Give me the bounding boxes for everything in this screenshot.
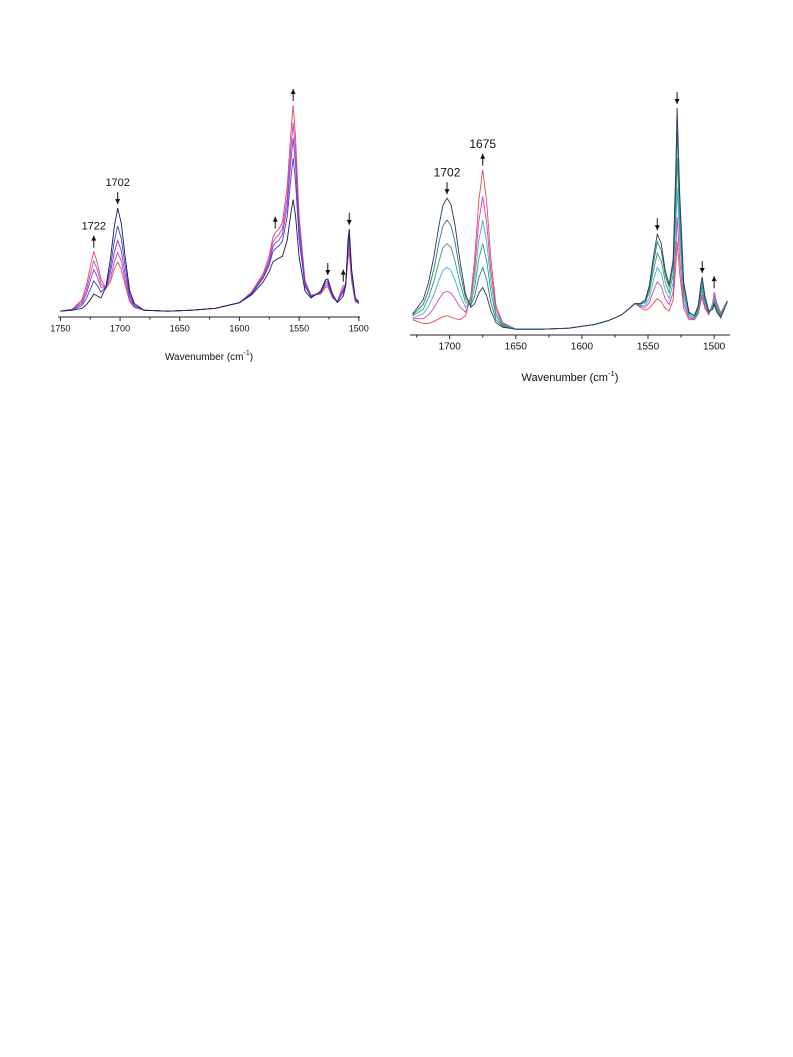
spectrum-line xyxy=(60,122,360,312)
chart-panel: 1750 1700 1650 1600 1550 1500 Wavenumber (cm-1… xyxy=(50,89,369,363)
peak-label: 1702 xyxy=(105,177,129,189)
arrow-head xyxy=(272,216,278,222)
x-axis-label-part: ) xyxy=(250,352,253,363)
x-axis-label-part: Wavenumber (cm xyxy=(165,352,244,363)
arrow-head xyxy=(115,199,121,205)
x-tick-label: 1550 xyxy=(289,323,309,333)
x-axis-label-part: -1 xyxy=(608,369,615,378)
spectrum-line xyxy=(60,104,360,312)
arrow-head xyxy=(480,153,486,159)
peak-label: 1722 xyxy=(82,220,106,232)
chart-panel: 1700 1650 1600 1550 1500 Wavenumber (cm-1) 170… xyxy=(410,92,730,384)
arrow-head xyxy=(340,269,346,275)
x-tick-label: 1700 xyxy=(110,323,130,333)
arrow-head xyxy=(290,89,296,94)
x-axis-label: Wavenumber (cm-1) xyxy=(165,350,253,363)
spectrum-line xyxy=(60,199,360,312)
arrow-head xyxy=(711,276,717,282)
x-axis-label-part: Wavenumber (cm xyxy=(522,372,608,384)
x-tick-label: 1650 xyxy=(170,323,190,333)
arrow-head xyxy=(91,235,97,241)
arrow-head xyxy=(699,267,705,273)
x-tick-label: 1650 xyxy=(505,342,528,353)
x-tick-label: 1500 xyxy=(703,342,726,353)
arrow-head xyxy=(444,189,450,195)
arrow-head xyxy=(674,99,680,104)
x-tick-label: 1600 xyxy=(229,323,249,333)
peak-label: 1675 xyxy=(469,137,496,151)
x-tick-label: 1550 xyxy=(637,342,660,353)
x-axis-label-part: ) xyxy=(615,372,619,384)
x-axis-label-part: -1 xyxy=(243,350,249,357)
arrow-head xyxy=(346,219,352,225)
x-tick-label: 1700 xyxy=(439,342,462,353)
x-tick-label: 1500 xyxy=(349,323,369,333)
spectrum-line xyxy=(412,107,728,330)
x-axis-label: Wavenumber (cm-1) xyxy=(522,369,619,384)
x-tick-label: 1750 xyxy=(50,323,70,333)
arrow-head xyxy=(654,225,660,231)
x-tick-label: 1600 xyxy=(571,342,594,353)
arrow-head xyxy=(325,270,331,276)
peak-label: 1702 xyxy=(434,165,461,179)
